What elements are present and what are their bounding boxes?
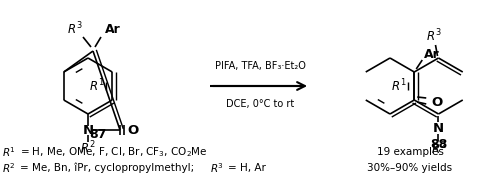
Text: O: O [432, 95, 443, 108]
Text: 88: 88 [430, 137, 447, 150]
Text: $R^2$: $R^2$ [431, 141, 446, 157]
Text: N: N [82, 124, 94, 137]
Text: = Me, Bn, îPr, cyclopropylmethyl;: = Me, Bn, îPr, cyclopropylmethyl; [20, 163, 198, 173]
Text: PIFA, TFA, BF₃·Et₂O: PIFA, TFA, BF₃·Et₂O [214, 61, 306, 71]
Text: Ar: Ar [424, 47, 440, 60]
Text: = H, Me, OMe, F, Cl, Br, CF$_3$, CO$_2$Me: = H, Me, OMe, F, Cl, Br, CF$_3$, CO$_2$M… [20, 145, 208, 159]
Text: $R^1$: $R^1$ [2, 145, 16, 159]
Text: $R^3$: $R^3$ [67, 21, 83, 37]
Text: 87: 87 [90, 127, 106, 140]
Text: $R^1$: $R^1$ [390, 78, 406, 94]
Text: $R^1$: $R^1$ [88, 78, 104, 94]
Text: 30%–90% yields: 30%–90% yields [368, 163, 452, 173]
Text: 19 examples: 19 examples [376, 147, 444, 157]
Text: Ar: Ar [105, 23, 121, 36]
Text: = H, Ar: = H, Ar [228, 163, 266, 173]
Text: DCE, 0°C to rt: DCE, 0°C to rt [226, 99, 294, 109]
Text: N: N [433, 121, 444, 134]
Text: $R^2$: $R^2$ [80, 140, 96, 156]
Text: $R^2$: $R^2$ [2, 161, 16, 175]
Text: $R^3$: $R^3$ [210, 161, 224, 175]
Text: $R^3$: $R^3$ [426, 28, 442, 44]
Text: O: O [128, 124, 138, 137]
